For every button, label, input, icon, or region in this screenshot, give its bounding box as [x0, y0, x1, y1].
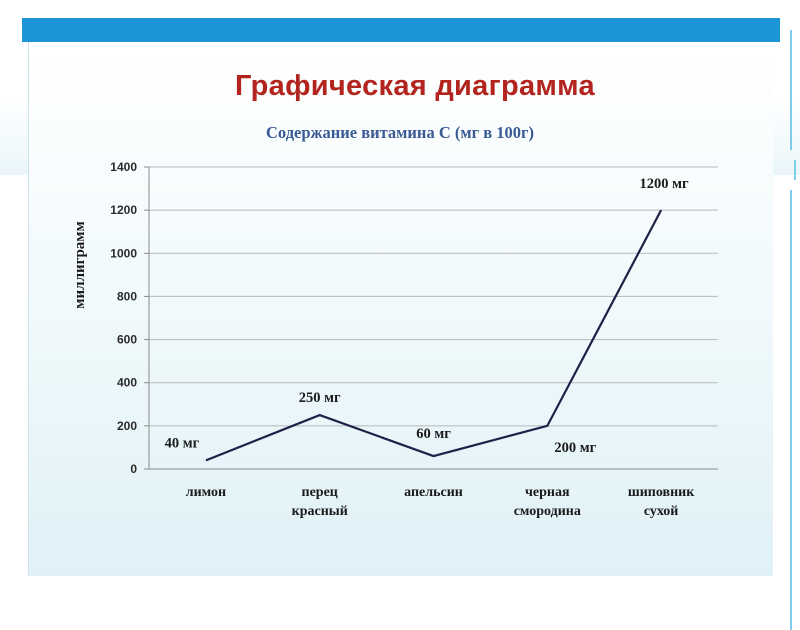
y-tick-label-1200: 1200: [110, 203, 137, 217]
y-tick-labels: 0 200 400 600 800 1000 1200 1400: [110, 160, 137, 476]
x-category-label: смородина: [514, 504, 581, 519]
chart-gridlines: [149, 166, 718, 470]
x-category-label: сухой: [644, 504, 679, 519]
slide-title: Графическая диаграмма: [235, 70, 595, 102]
series-line: [205, 209, 663, 462]
data-label: 40 мг: [165, 435, 200, 451]
decorative-lines: [772, 30, 800, 630]
data-label: 1200 мг: [640, 176, 690, 192]
y-tick-label-1400: 1400: [110, 160, 137, 174]
y-tick-label-400: 400: [117, 376, 137, 390]
x-category-label: лимон: [186, 485, 226, 500]
y-tick-label-1000: 1000: [110, 246, 137, 260]
y-axis-label: миллиграмм: [72, 221, 88, 308]
y-tick-label-800: 800: [117, 289, 137, 303]
y-tick-label-600: 600: [117, 333, 137, 347]
y-tick-label-0: 0: [130, 462, 137, 476]
data-labels: 40 мг 250 мг 60 мг 200 мг 1200 мг: [165, 176, 689, 456]
header-accent-band: [22, 18, 780, 42]
x-category-label: перец: [302, 485, 338, 500]
x-category-label: апельсин: [404, 485, 463, 500]
x-category-label: черная: [525, 485, 570, 500]
data-label: 60 мг: [416, 426, 451, 442]
data-label: 250 мг: [299, 390, 341, 406]
chart-subtitle: Содержание витамина С (мг в 100г): [266, 123, 534, 142]
x-category-label: шиповник: [628, 485, 695, 500]
x-category-labels: лимон перец красный апельсин черная смородина…: [186, 485, 695, 519]
y-tick-label-200: 200: [117, 419, 137, 433]
slide-panel: [28, 42, 773, 576]
chart-axis: [144, 166, 150, 470]
line-chart: 0 200 400 600 800 1000 1200 1400 лимон перец крас…: [72, 160, 718, 519]
data-label: 200 мг: [554, 440, 596, 456]
chart-series: [205, 209, 663, 462]
x-category-label: красный: [292, 504, 348, 519]
